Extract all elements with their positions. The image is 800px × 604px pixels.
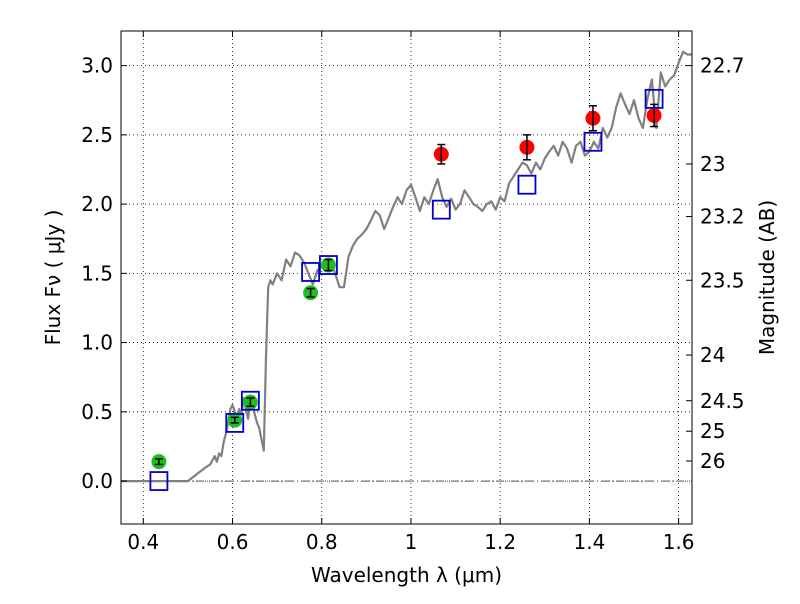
x-axis-title: Wavelength λ (μm) [311, 563, 502, 587]
model-photometry-square [319, 255, 338, 275]
y-axis-title: Flux Fν ( μJy ) [41, 210, 65, 346]
magnitude-tick-label: 26 [700, 449, 725, 473]
y-tick-label: 3.0 [81, 54, 113, 78]
model-photometry-square [644, 88, 664, 109]
magnitude-tick-label: 24.5 [700, 389, 745, 413]
y-tick-label: 1.5 [81, 261, 113, 285]
magnitude-tick-label: 23.5 [700, 268, 745, 292]
magnitude-axis-ticks: 22.7 23 23.2 23.5 24 24.5 25 26 [686, 54, 745, 473]
x-tick-label: 0.8 [306, 530, 338, 554]
model-photometry-square [149, 471, 169, 491]
plot-frame [120, 30, 693, 525]
magnitude-axis-title: Magnitude (AB) [755, 200, 779, 355]
x-tick-label: 0.4 [127, 530, 159, 554]
magnitude-tick-label: 22.7 [700, 54, 745, 78]
grid-lines [121, 31, 692, 524]
magnitude-tick-label: 23.2 [700, 205, 745, 229]
magnitude-tick-label: 25 [700, 419, 725, 443]
x-tick-label: 1.6 [663, 530, 695, 554]
y-tick-label: 0.5 [81, 400, 113, 424]
y-tick-label: 2.5 [81, 123, 113, 147]
x-tick-label: 0.6 [217, 530, 249, 554]
model-photometry-square [431, 199, 451, 220]
x-tick-label: 1.4 [573, 530, 605, 554]
model-photometry-square [225, 413, 245, 433]
model-photometry-square [517, 174, 537, 195]
y-tick-label: 0.0 [81, 469, 113, 493]
magnitude-tick-label: 24 [700, 343, 725, 367]
x-tick-label: 1.2 [484, 530, 516, 554]
magnitude-tick-label: 23 [700, 152, 725, 176]
model-photometry-square [240, 390, 260, 411]
x-tick-label: 1 [405, 530, 418, 554]
plot-marks [121, 50, 692, 491]
x-axis-ticks: 0.4 0.6 0.8 1 1.2 1.4 1.6 [127, 31, 695, 554]
model-photometry-square [583, 131, 603, 152]
y-axis-ticks: 0.0 0.5 1.0 1.5 2.0 2.5 3.0 [81, 54, 127, 493]
y-tick-label: 2.0 [81, 192, 113, 216]
spectrum-line [121, 50, 692, 483]
y-tick-label: 1.0 [81, 331, 113, 355]
